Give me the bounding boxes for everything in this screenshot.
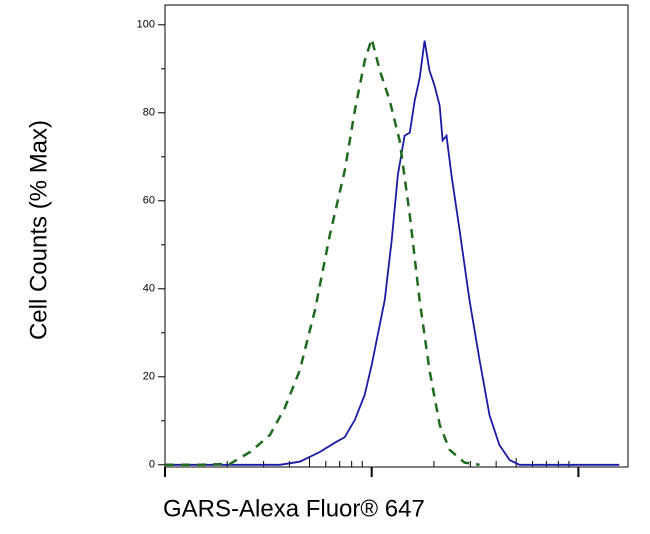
- series-line: [165, 40, 620, 466]
- series-line: [165, 34, 480, 467]
- y-tick-label: 100: [137, 19, 155, 31]
- plot-frame: [164, 4, 629, 468]
- y-tick-label: 80: [143, 107, 155, 119]
- y-axis-label: Cell Counts (% Max): [25, 120, 52, 340]
- x-axis-label: GARS-Alexa Fluor® 647: [163, 495, 425, 522]
- y-tick-label: 20: [143, 371, 155, 383]
- y-tick-label: 60: [143, 195, 155, 207]
- y-tick-label: 0: [149, 459, 155, 471]
- y-tick-label: 40: [143, 283, 155, 295]
